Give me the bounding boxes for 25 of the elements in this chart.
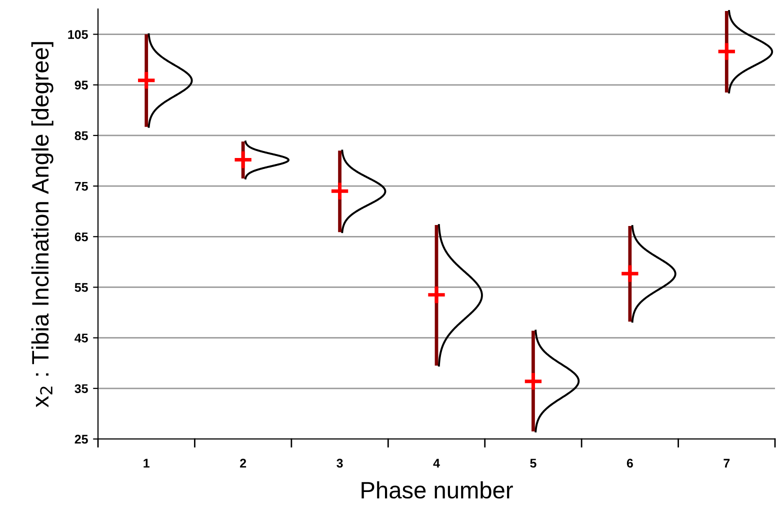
x-tick-label: 5 bbox=[530, 458, 536, 468]
y-tick-label: 35 bbox=[74, 384, 88, 394]
point bbox=[426, 284, 447, 305]
x-tick-label: 6 bbox=[626, 458, 633, 468]
x-axis-title: Phase number bbox=[362, 481, 513, 499]
point bbox=[136, 70, 156, 90]
x-tick-label: 2 bbox=[240, 458, 246, 468]
y-tick-label: 95 bbox=[74, 80, 88, 90]
y-tick-label: 75 bbox=[74, 182, 88, 191]
y-tick-label: 55 bbox=[74, 283, 88, 292]
x-tick-label: 4 bbox=[433, 458, 440, 468]
y-axis-title: x$_{2}$ : Tibia Inclination Angle [degree] bbox=[31, 42, 54, 408]
y-tick-label: 65 bbox=[74, 232, 88, 242]
y-tick-label: 25 bbox=[74, 434, 88, 444]
point bbox=[330, 181, 350, 202]
point bbox=[716, 41, 737, 62]
x-tick-label: 7 bbox=[724, 458, 730, 468]
x-tick-label: 1 bbox=[144, 458, 150, 468]
point bbox=[620, 264, 640, 284]
y-tick-label: 45 bbox=[74, 334, 88, 342]
point bbox=[233, 150, 254, 170]
y-tick-label: 105 bbox=[68, 30, 88, 39]
point bbox=[523, 371, 544, 392]
x-tick-label: 3 bbox=[336, 458, 343, 468]
y-tick-label: 85 bbox=[74, 131, 88, 140]
